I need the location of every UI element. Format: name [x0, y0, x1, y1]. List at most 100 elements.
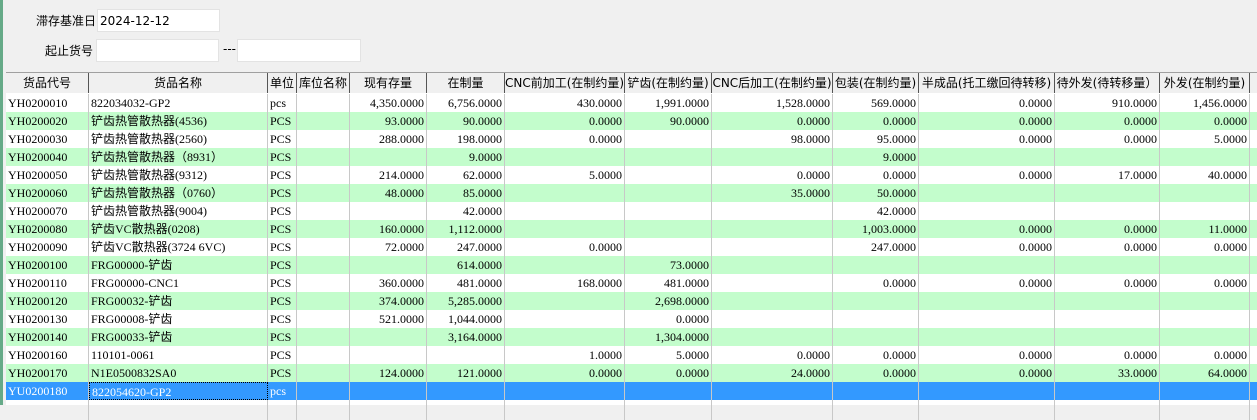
table-cell[interactable]	[297, 364, 350, 382]
table-cell[interactable]: 0.0000	[712, 112, 833, 130]
table-cell[interactable]: 35.0000	[712, 184, 833, 202]
table-cell[interactable]: 198.0000	[427, 130, 505, 148]
column-header[interactable]: CNC后加工(在制约量)	[712, 73, 833, 93]
table-cell[interactable]	[919, 310, 1055, 328]
column-header[interactable]: 现有存量	[350, 73, 427, 93]
table-cell[interactable]	[297, 166, 350, 184]
table-cell[interactable]	[297, 256, 350, 274]
table-cell[interactable]: YH0200130	[6, 310, 89, 328]
column-header[interactable]: 单位	[268, 73, 297, 93]
table-cell[interactable]: PCS	[268, 292, 297, 310]
table-cell[interactable]: 247.0000	[427, 238, 505, 256]
table-cell[interactable]: 0.0000	[1055, 112, 1160, 130]
table-cell[interactable]: 0.0000	[1160, 346, 1250, 364]
table-cell[interactable]	[712, 310, 833, 328]
table-cell[interactable]: 62.0000	[427, 166, 505, 184]
table-cell[interactable]	[505, 328, 625, 346]
table-cell[interactable]	[427, 382, 505, 400]
table-cell[interactable]	[350, 328, 427, 346]
table-cell[interactable]	[350, 202, 427, 220]
table-cell[interactable]	[1055, 382, 1160, 400]
table-cell[interactable]	[350, 346, 427, 364]
table-cell[interactable]: YH0200160	[6, 346, 89, 364]
table-cell[interactable]: PCS	[268, 346, 297, 364]
table-cell[interactable]: 0.0000	[505, 238, 625, 256]
table-cell[interactable]: 822034032-GP2	[89, 94, 268, 112]
table-cell[interactable]: 90.0000	[625, 112, 712, 130]
table-cell[interactable]: YH0200170	[6, 364, 89, 382]
table-cell[interactable]: 40.0000	[1160, 166, 1250, 184]
table-cell[interactable]: 1,456.0000	[1160, 94, 1250, 112]
table-cell[interactable]: YH0200100	[6, 256, 89, 274]
table-cell[interactable]	[712, 148, 833, 166]
table-cell[interactable]: PCS	[268, 130, 297, 148]
table-cell[interactable]: YH0200090	[6, 238, 89, 256]
table-cell[interactable]	[1160, 382, 1250, 400]
table-cell[interactable]: 0.0000	[919, 364, 1055, 382]
table-cell[interactable]: 铲齿热管散热器(4536)	[89, 112, 268, 130]
table-cell[interactable]: 360.0000	[350, 274, 427, 292]
table-cell[interactable]: 铲齿热管散热器（8931）	[89, 148, 268, 166]
table-cell[interactable]: FRG00008-铲齿	[89, 310, 268, 328]
table-cell[interactable]: 42.0000	[427, 202, 505, 220]
table-row[interactable]: YH0200050 铲齿热管散热器(9312) PCS 214.0000 62.0000…	[6, 166, 1257, 184]
column-header[interactable]: 半成品(托工缴回待转移)	[919, 73, 1055, 93]
table-cell[interactable]: PCS	[268, 166, 297, 184]
table-cell[interactable]: 430.0000	[505, 94, 625, 112]
range-from-input[interactable]	[96, 39, 219, 62]
table-cell[interactable]	[505, 220, 625, 238]
column-header[interactable]: 外发(在制约量)	[1160, 73, 1250, 93]
table-cell[interactable]: 24.0000	[712, 364, 833, 382]
table-cell[interactable]: 0.0000	[1055, 346, 1160, 364]
table-cell[interactable]: 1,991.0000	[625, 94, 712, 112]
table-cell[interactable]: 0.0000	[919, 346, 1055, 364]
table-cell[interactable]: 0.0000	[505, 364, 625, 382]
table-cell[interactable]: 6,756.0000	[427, 94, 505, 112]
table-cell[interactable]: 614.0000	[427, 256, 505, 274]
table-cell[interactable]: 0.0000	[712, 346, 833, 364]
table-cell[interactable]	[350, 148, 427, 166]
table-cell[interactable]: 0.0000	[919, 130, 1055, 148]
table-cell[interactable]: PCS	[268, 148, 297, 166]
table-cell[interactable]	[297, 274, 350, 292]
table-cell[interactable]	[625, 184, 712, 202]
table-cell[interactable]: 1,112.0000	[427, 220, 505, 238]
table-cell[interactable]: 5.0000	[1160, 130, 1250, 148]
table-cell[interactable]: PCS	[268, 274, 297, 292]
table-cell[interactable]: 521.0000	[350, 310, 427, 328]
table-cell[interactable]: 0.0000	[1055, 238, 1160, 256]
table-cell[interactable]: 17.0000	[1055, 166, 1160, 184]
table-cell[interactable]: 0.0000	[1055, 220, 1160, 238]
table-cell[interactable]: FRG00000-CNC1	[89, 274, 268, 292]
table-cell[interactable]: pcs	[268, 94, 297, 112]
table-cell[interactable]: 0.0000	[919, 274, 1055, 292]
table-row[interactable]: YH0200170 N1E0500832SA0 PCS 124.0000 121.000…	[6, 364, 1257, 382]
table-cell[interactable]	[919, 256, 1055, 274]
table-cell[interactable]	[297, 220, 350, 238]
table-cell[interactable]: 1,304.0000	[625, 328, 712, 346]
table-cell[interactable]: 11.0000	[1160, 220, 1250, 238]
table-cell[interactable]: 0.0000	[1160, 274, 1250, 292]
table-cell[interactable]	[712, 328, 833, 346]
table-cell[interactable]	[833, 310, 919, 328]
table-cell[interactable]	[1055, 256, 1160, 274]
table-cell[interactable]	[350, 256, 427, 274]
table-cell[interactable]	[1160, 184, 1250, 202]
column-header[interactable]: 货品名称	[89, 73, 268, 93]
table-cell[interactable]: 98.0000	[712, 130, 833, 148]
column-header[interactable]: 待外发(待转移量）	[1055, 73, 1160, 93]
table-cell[interactable]: YH0200060	[6, 184, 89, 202]
table-cell[interactable]	[712, 220, 833, 238]
table-cell[interactable]: 481.0000	[427, 274, 505, 292]
table-cell[interactable]: 247.0000	[833, 238, 919, 256]
table-cell[interactable]: 0.0000	[919, 220, 1055, 238]
table-cell[interactable]: PCS	[268, 220, 297, 238]
table-cell[interactable]: PCS	[268, 112, 297, 130]
table-cell[interactable]: YH0200070	[6, 202, 89, 220]
base-date-input[interactable]	[97, 9, 220, 32]
table-cell[interactable]	[712, 382, 833, 400]
table-cell[interactable]	[625, 382, 712, 400]
table-cell[interactable]	[833, 382, 919, 400]
table-cell[interactable]: 73.0000	[625, 256, 712, 274]
table-cell[interactable]: FRG00032-铲齿	[89, 292, 268, 310]
